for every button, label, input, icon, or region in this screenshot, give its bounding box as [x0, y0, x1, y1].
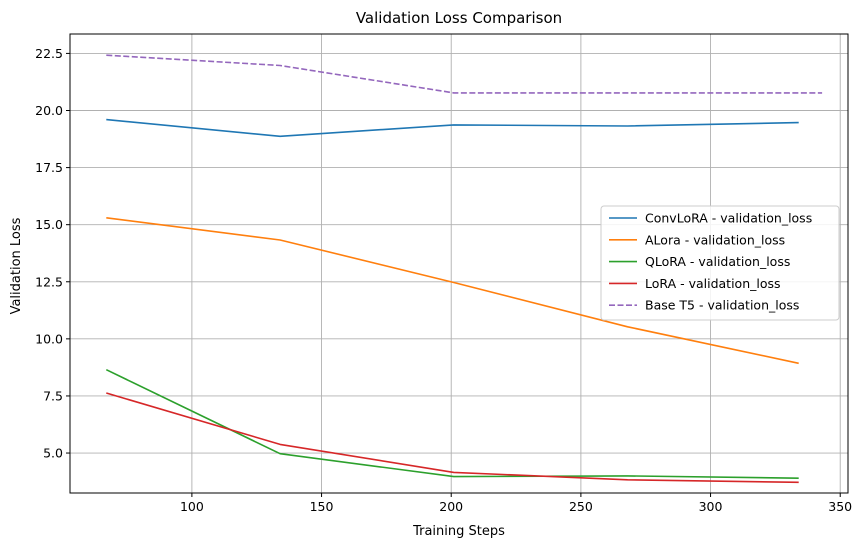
- y-axis-label: Validation Loss: [9, 217, 24, 314]
- y-tick-label: 20.0: [35, 103, 63, 118]
- legend-label: ALora - validation_loss: [645, 232, 785, 247]
- x-tick-label: 100: [180, 499, 204, 514]
- legend-label: ConvLoRA - validation_loss: [645, 211, 812, 226]
- y-tick-label: 22.5: [35, 46, 63, 61]
- x-axis-label: Training Steps: [412, 524, 505, 539]
- y-tick-label: 10.0: [35, 331, 63, 346]
- plot-frame: [69, 33, 849, 494]
- legend-box: [600, 205, 840, 321]
- y-tick-label: 15.0: [35, 217, 63, 232]
- legend-label: QLoRA - validation_loss: [645, 254, 790, 269]
- axes-layer: 100 150 200 250 300 350 5.0 7.5 10.0 12.5 15.0 17.5…: [35, 33, 852, 514]
- series-line-3: [106, 392, 799, 484]
- y-tick-label: 5.0: [43, 446, 63, 461]
- y-tick-label: 7.5: [43, 388, 63, 403]
- legend: ConvLoRA - validation_loss ALora - valida…: [600, 205, 840, 321]
- x-tick-label: 300: [699, 499, 723, 514]
- x-tick-label: 150: [310, 499, 334, 514]
- series-line-1: [106, 217, 799, 365]
- series-line-2: [105, 368, 799, 479]
- x-tick-label: 350: [828, 499, 852, 514]
- series-line-0: [106, 118, 799, 138]
- chart-title: Validation Loss Comparison: [356, 9, 562, 27]
- legend-label: LoRA - validation_loss: [645, 276, 781, 291]
- y-tick-label: 17.5: [35, 160, 63, 175]
- series-layer: [105, 54, 823, 484]
- x-tick-label: 250: [569, 499, 593, 514]
- y-tick-label: 12.5: [35, 274, 63, 289]
- x-tick-label: 200: [439, 499, 463, 514]
- series-line-4: [106, 54, 823, 94]
- legend-label: Base T5 - validation_loss: [645, 298, 799, 313]
